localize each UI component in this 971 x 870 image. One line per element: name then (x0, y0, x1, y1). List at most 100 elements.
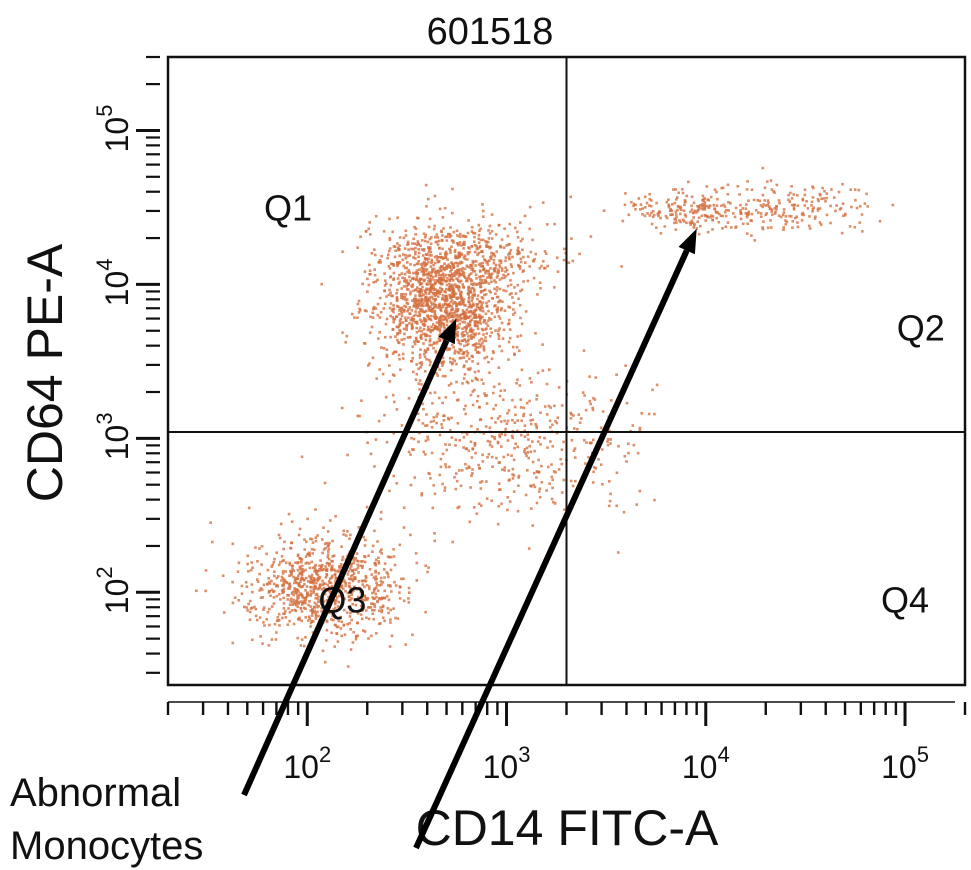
data-point (498, 415, 502, 418)
data-point (448, 289, 452, 292)
data-point (784, 215, 788, 218)
data-point (396, 333, 399, 336)
data-point (346, 591, 350, 595)
data-point (378, 368, 381, 371)
data-point (775, 183, 779, 187)
data-point (526, 279, 530, 283)
data-point (653, 412, 656, 416)
data-point (727, 201, 730, 204)
data-point (527, 438, 530, 441)
data-point (304, 568, 307, 572)
data-point (302, 600, 305, 603)
data-point (419, 308, 422, 311)
data-point (412, 437, 416, 441)
data-point (420, 329, 424, 333)
data-point (458, 272, 461, 275)
data-point (549, 440, 552, 443)
data-point (450, 308, 454, 312)
data-point (501, 300, 504, 303)
data-point (366, 290, 369, 293)
data-point (675, 215, 678, 219)
data-point (477, 223, 481, 227)
data-point (456, 338, 459, 341)
data-point (508, 293, 512, 296)
data-point (455, 229, 459, 233)
data-point (592, 438, 595, 442)
data-point (363, 555, 367, 559)
data-point (589, 441, 592, 445)
data-point (411, 351, 414, 355)
data-point (363, 630, 367, 633)
data-point (441, 322, 445, 326)
data-point (233, 596, 237, 599)
data-point (620, 265, 623, 268)
data-point (420, 267, 423, 270)
quadrant-label-q2: Q2 (897, 307, 945, 348)
data-point (500, 276, 504, 280)
data-point (325, 541, 329, 545)
data-point (321, 551, 324, 555)
data-point (794, 216, 797, 220)
data-point (528, 265, 531, 268)
data-point (344, 534, 348, 537)
data-point (473, 288, 476, 291)
data-point (261, 596, 265, 599)
data-point (416, 290, 420, 293)
data-point (766, 226, 770, 230)
data-point (488, 316, 491, 320)
data-point (328, 541, 331, 545)
data-point (442, 419, 446, 422)
data-point (496, 332, 500, 336)
data-point (405, 325, 408, 329)
data-point (464, 311, 468, 314)
data-point (489, 273, 492, 276)
data-point (474, 264, 477, 267)
data-point (712, 203, 716, 207)
data-point (494, 292, 497, 295)
data-point (741, 207, 745, 210)
data-point (340, 604, 343, 608)
data-point (333, 623, 337, 627)
data-point (359, 560, 363, 563)
data-point (674, 188, 677, 191)
data-point (440, 229, 443, 233)
data-point (424, 183, 428, 187)
data-point (854, 198, 857, 202)
data-point (476, 428, 479, 431)
annotation-arrows (241, 228, 697, 850)
data-point (683, 199, 687, 202)
data-point (328, 577, 332, 580)
data-point (469, 328, 472, 332)
data-point (464, 316, 468, 319)
data-point (380, 346, 383, 349)
data-point (324, 582, 327, 586)
data-point (467, 335, 470, 338)
data-point (432, 346, 435, 350)
data-point (471, 295, 474, 298)
data-point (452, 279, 455, 282)
data-point (435, 270, 439, 274)
data-point (457, 242, 460, 245)
x-tick-label: 103 (483, 742, 531, 785)
data-point (374, 562, 377, 566)
data-point (387, 611, 390, 615)
data-point (467, 219, 470, 222)
data-point (307, 615, 311, 618)
data-point (350, 312, 354, 316)
data-point (505, 268, 509, 272)
data-point (351, 641, 355, 644)
data-point (443, 290, 446, 293)
data-point (518, 349, 521, 353)
data-point (442, 325, 446, 328)
data-point (350, 562, 353, 566)
data-point (416, 340, 420, 343)
data-point (290, 573, 293, 577)
data-point (403, 277, 407, 280)
data-point (364, 229, 368, 233)
data-point (423, 355, 427, 359)
data-point (425, 424, 429, 427)
data-point (520, 419, 523, 422)
data-point (485, 332, 489, 335)
data-point (416, 272, 420, 275)
data-point (791, 220, 794, 223)
